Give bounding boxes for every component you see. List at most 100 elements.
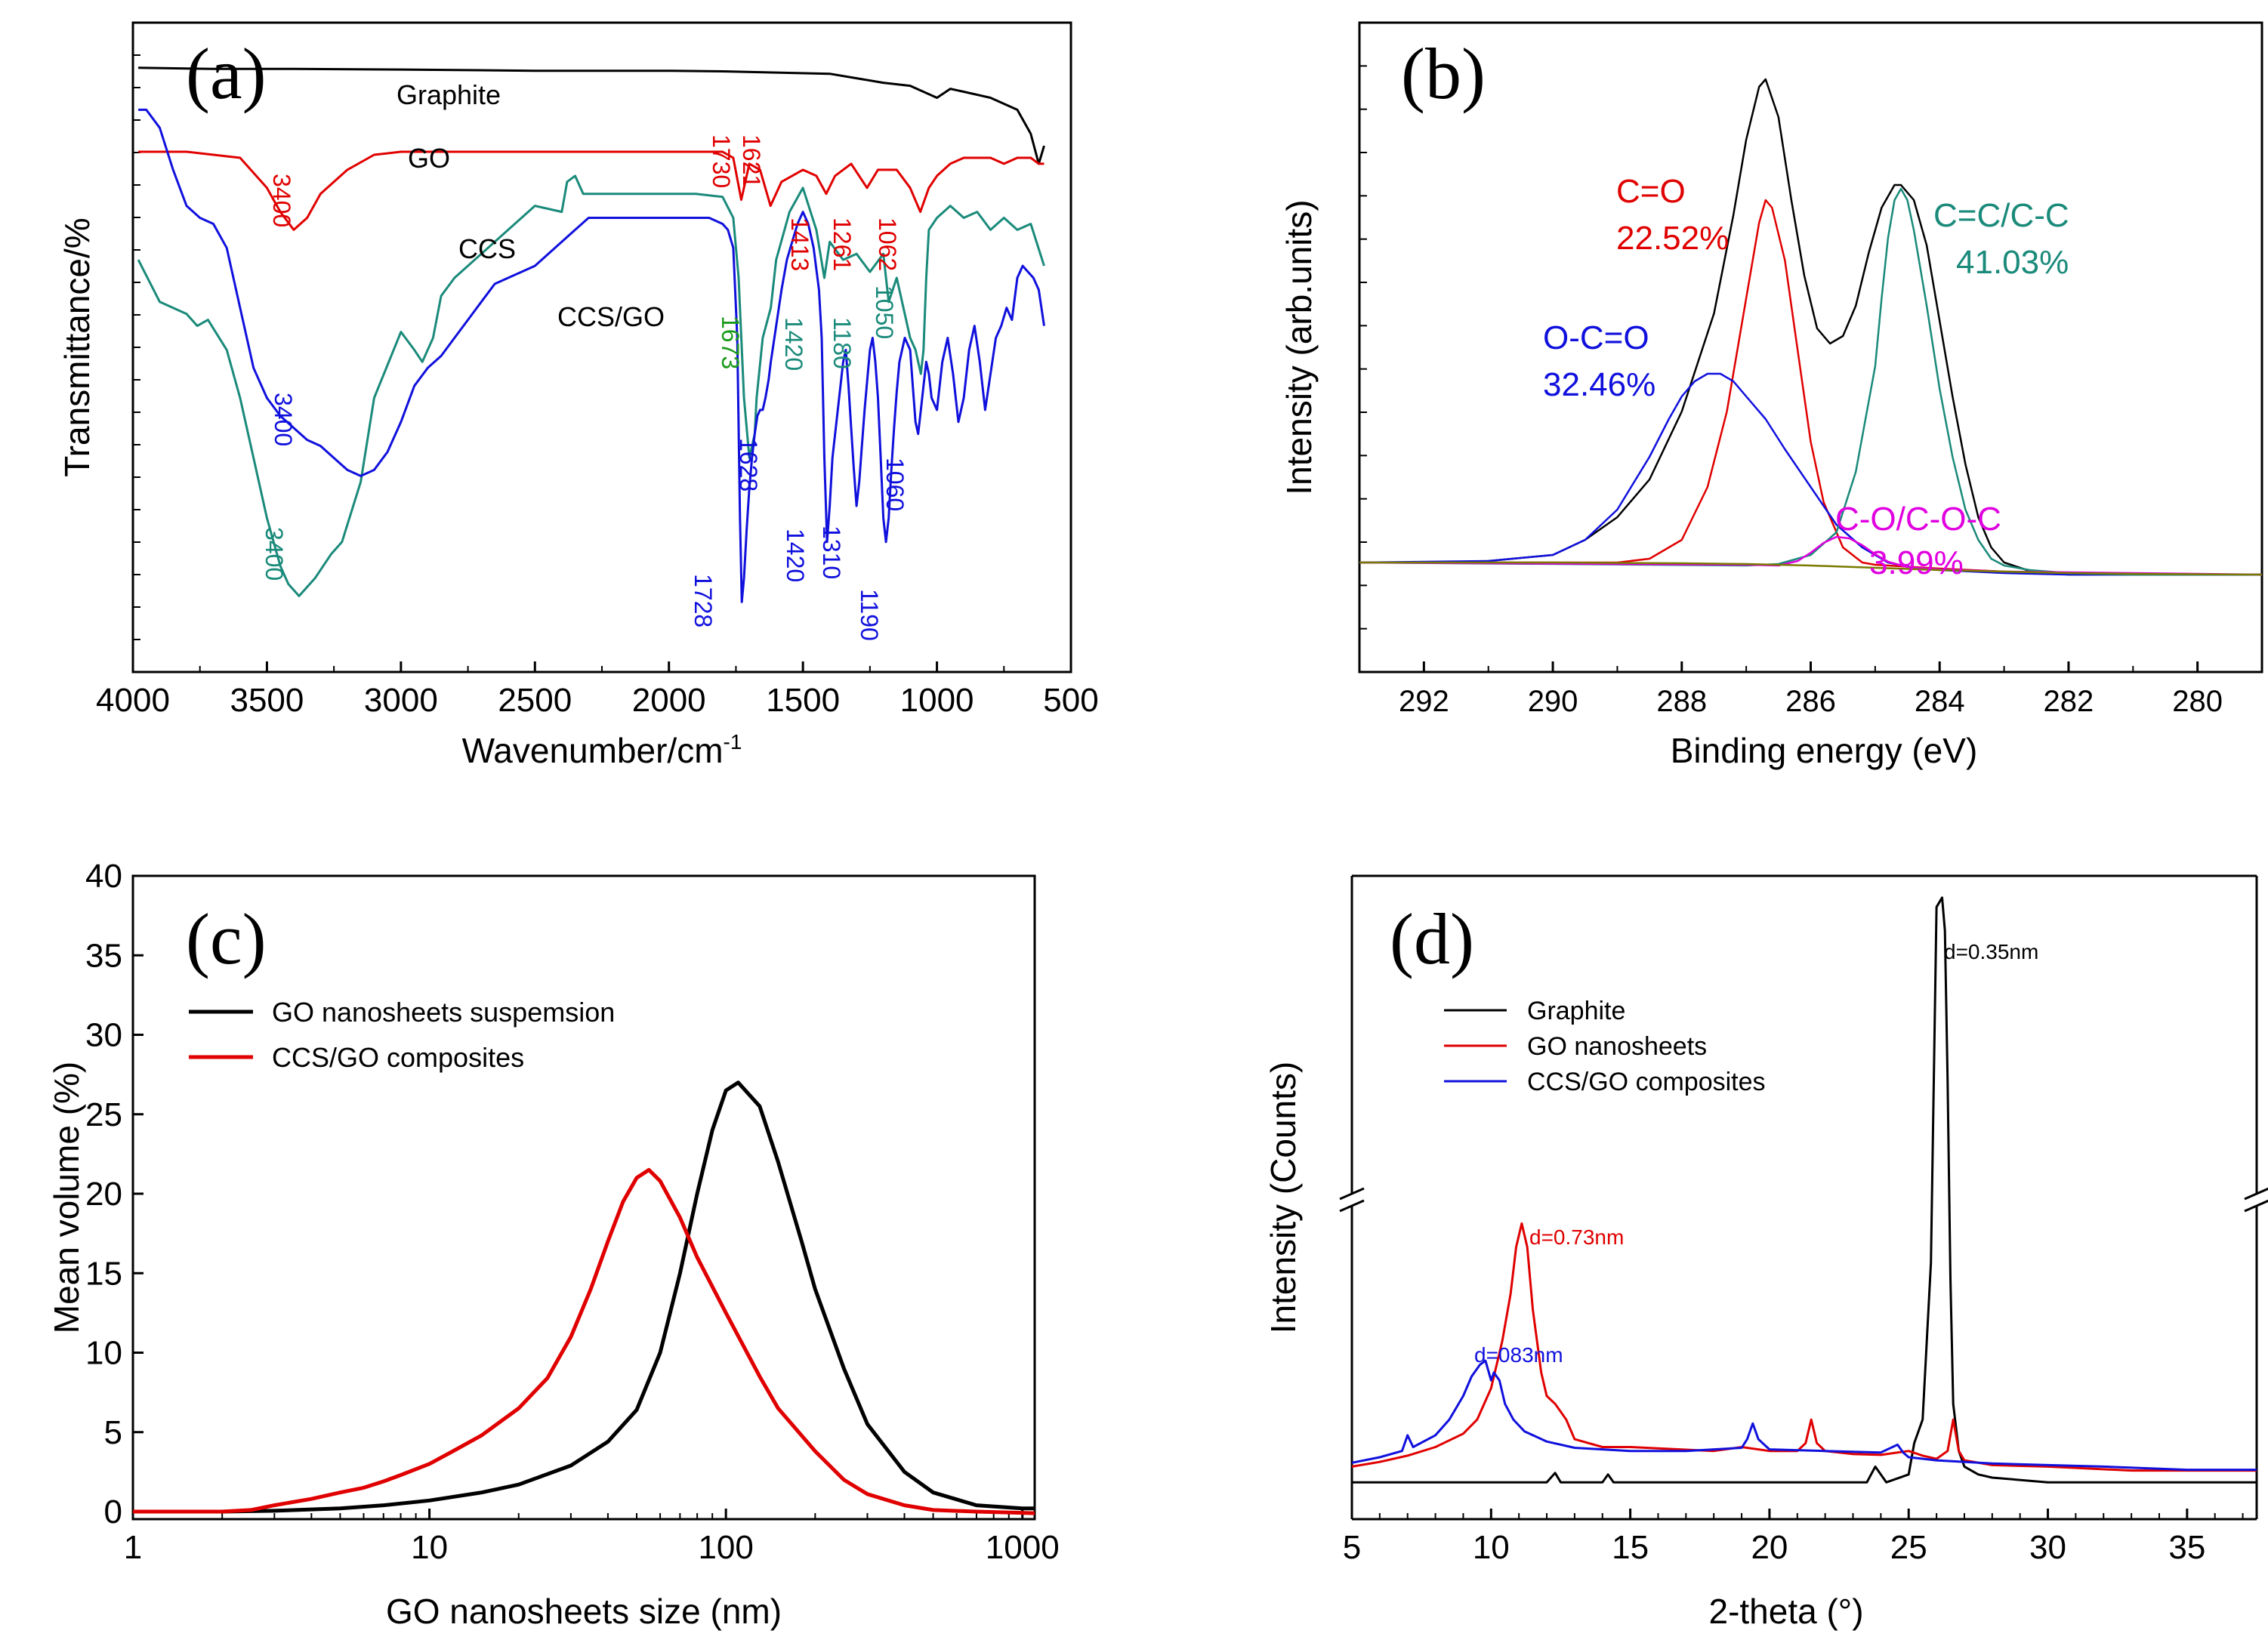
label-c-o-single: C-O/C-O-C [1835, 501, 2001, 538]
c-ytick-label: 25 [85, 1096, 122, 1133]
b-xtick-label: 286 [1785, 685, 1836, 718]
pct-o-c-o: 32.46% [1543, 366, 1655, 403]
peak-go-3400: 3400 [268, 174, 295, 227]
d-xtick-label: 15 [1612, 1529, 1649, 1566]
b-xtick-label: 282 [2044, 685, 2094, 718]
b-xtick-label: 284 [1915, 685, 1965, 718]
pct-c-o-double: 22.52% [1616, 220, 1729, 257]
a-xtick-label: 3500 [230, 682, 304, 719]
series-ccs [137, 174, 1045, 597]
panel-d-letter: (d) [1390, 899, 1474, 979]
a-xtick-label: 500 [1043, 682, 1098, 719]
c-xtick-label: 10 [411, 1529, 448, 1566]
peak-go-1261: 1261 [829, 217, 856, 271]
peak-ccs-1180: 1180 [829, 317, 856, 369]
panel-d-series [1351, 896, 2257, 1484]
a-xtick-label: 1500 [766, 682, 840, 719]
c-xtick-label: 1 [124, 1529, 142, 1566]
label-c-c: C=C/C-C [1933, 197, 2069, 234]
panel-b-x-label: Binding energy (eV) [1671, 731, 1978, 770]
series-envelope [1359, 78, 2262, 576]
peak-ccsgo-1628: 1628 [735, 438, 762, 492]
panel-a-series [137, 66, 1045, 603]
series-c-o [1359, 199, 2263, 576]
panel-b-x-ticks: 292 290 288 286 284 282 280 [1359, 661, 2263, 718]
peak-ccsgo-3400: 3400 [270, 393, 297, 446]
c-ytick-label: 40 [85, 858, 122, 895]
series-ccs-go-composites [1351, 1359, 2257, 1472]
series-ccs-go [138, 108, 1045, 603]
pct-c-o-single: 3.99% [1869, 544, 1964, 581]
c-ytick-label: 30 [85, 1017, 122, 1054]
panel-d-frame [1339, 874, 2268, 1521]
panel-b-series [1359, 78, 2263, 576]
label-graphite: Graphite [397, 79, 501, 110]
series-graphite [1352, 896, 2257, 1484]
b-xtick-label: 280 [2172, 685, 2223, 718]
d-xtick-label: 20 [1751, 1529, 1788, 1566]
panel-d: (d) 5 10 15 20 25 30 35 2-theta (°) Intensity … [1264, 874, 2268, 1631]
b-xtick-label: 288 [1656, 685, 1707, 718]
panel-a-y-label: Transmittance/% [57, 217, 97, 476]
d-xtick-label: 5 [1343, 1529, 1361, 1566]
label-o-c-o: O-C=O [1543, 319, 1649, 356]
legend-label-go-suspension: GO nanosheets suspemsion [272, 997, 615, 1028]
panel-d-y-label: Intensity (Counts) [1264, 1062, 1303, 1333]
panel-b: (b) 292 290 288 286 284 282 280 Binding energy… [1279, 21, 2263, 770]
panel-a-y-ticks [133, 54, 140, 640]
peak-ccs-3400: 3400 [261, 527, 288, 581]
legend-label-ccs-go: CCS/GO composites [272, 1042, 524, 1073]
legend-label-graphite: Graphite [1527, 997, 1625, 1025]
annot-d-083: d=083nm [1474, 1343, 1563, 1367]
c-ytick-label: 5 [104, 1414, 122, 1451]
d-axis-break-mark [1339, 1199, 1365, 1213]
peak-go-1413: 1413 [786, 217, 813, 271]
peak-ccsgo-1310: 1310 [818, 526, 845, 579]
peak-ccs-1673: 1673 [717, 316, 744, 369]
peak-go-1730: 1730 [708, 134, 735, 188]
d-xtick-label: 10 [1473, 1529, 1510, 1566]
panel-d-legend: Graphite GO nanosheets CCS/GO composites [1444, 997, 1766, 1096]
legend-label-ccs-go-composites: CCS/GO composites [1527, 1068, 1766, 1096]
panel-a: (a) 4000 3500 3000 2500 2000 1500 1000 500 Wave… [57, 21, 1099, 770]
panel-c-letter: (c) [186, 899, 267, 979]
label-go: GO [408, 143, 450, 174]
pct-c-c: 41.03% [1956, 244, 2069, 281]
a-xtick-label: 3000 [364, 682, 438, 719]
panel-b-y-ticks [1359, 65, 1367, 630]
c-ytick-label: 10 [85, 1335, 122, 1372]
panel-c-x-label: GO nanosheets size (nm) [386, 1592, 782, 1631]
panel-b-y-label: Intensity (arb.units) [1279, 199, 1319, 495]
panel-c-y-label: Mean volume (%) [47, 1062, 86, 1333]
panel-c-series [133, 1080, 1035, 1515]
d-axis-break-mark [1339, 1187, 1365, 1201]
series-o-c-o [1359, 372, 2262, 576]
b-xtick-label: 290 [1528, 685, 1578, 718]
series-ccs-go-composites [133, 1167, 1035, 1515]
series-graphite [138, 66, 1045, 165]
annot-d-035: d=0.35nm [1944, 940, 2038, 963]
a-xtick-label: 1000 [900, 682, 974, 719]
label-ccs: CCS [458, 233, 516, 264]
peak-ccsgo-1190: 1190 [856, 589, 883, 641]
d-xtick-label: 25 [1890, 1529, 1927, 1566]
d-xtick-label: 30 [2029, 1529, 2066, 1566]
panel-c-x-ticks: 1 10 100 1000 [124, 1509, 1060, 1566]
panel-a-letter: (a) [186, 33, 267, 114]
peak-ccsgo-1060: 1060 [881, 458, 909, 511]
series-go-nanosheets-suspemsion [133, 1080, 1035, 1514]
c-ytick-label: 0 [104, 1493, 122, 1530]
peak-ccsgo-1728: 1728 [690, 574, 717, 627]
peak-ccs-1050: 1050 [871, 285, 898, 339]
d-axis-break-mark [2244, 1187, 2268, 1201]
panel-c: (c) 1 10 100 1000 0 5 10 15 20 25 30 35 40 GO nanos… [47, 858, 1060, 1631]
series-go [138, 150, 1045, 231]
c-ytick-label: 35 [85, 937, 122, 974]
panel-c-y-ticks: 0 5 10 15 20 25 30 35 40 [85, 858, 143, 1530]
peak-go-1621: 1621 [738, 134, 765, 188]
label-ccs-go: CCS/GO [557, 301, 665, 332]
panel-a-x-label: Wavenumber/cm-1 [462, 730, 742, 770]
panel-c-frame [131, 874, 1036, 1521]
peak-go-1062: 1062 [874, 217, 901, 271]
d-axis-break-mark [2244, 1199, 2268, 1213]
